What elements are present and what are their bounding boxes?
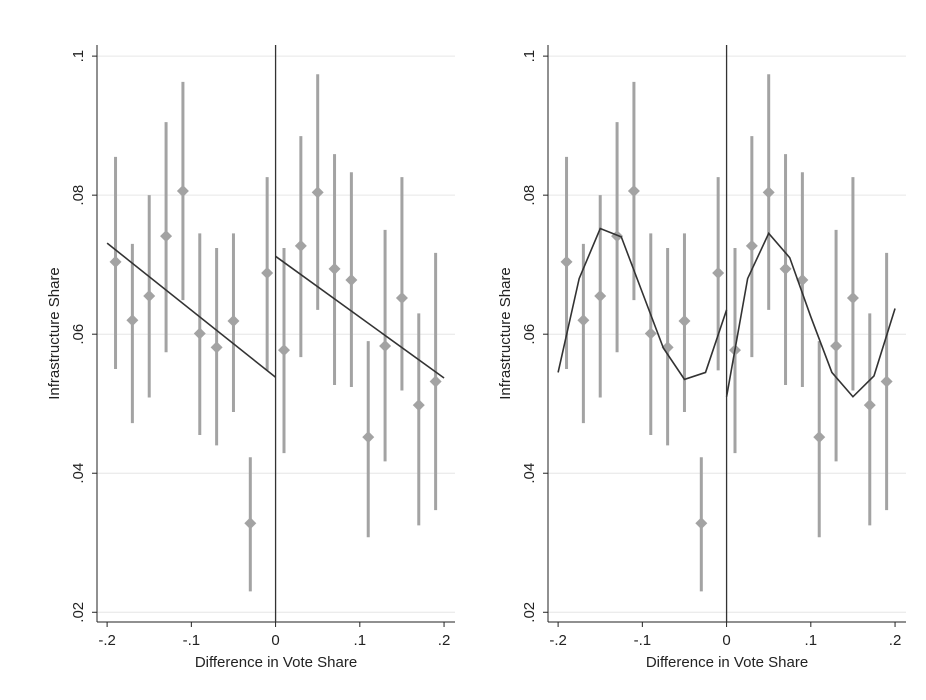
point xyxy=(362,431,375,444)
y-tick-label: .04 xyxy=(70,463,87,484)
point xyxy=(143,289,156,302)
point xyxy=(126,314,139,327)
x-tick-label: 0 xyxy=(722,632,730,649)
point xyxy=(880,375,893,388)
y-tick-label: .08 xyxy=(70,185,87,206)
y-tick-label: .02 xyxy=(521,602,538,623)
y-tick-label: .1 xyxy=(521,50,538,63)
x-tick-label: -.1 xyxy=(634,632,652,649)
x-tick-label: -.2 xyxy=(98,632,116,649)
x-tick-label: .2 xyxy=(438,632,451,649)
x-axis-label: Difference in Vote Share xyxy=(195,654,357,671)
point xyxy=(712,267,725,280)
point xyxy=(678,314,691,327)
point xyxy=(244,517,257,530)
point xyxy=(210,341,223,354)
y-axis-label: Infrastructure Share xyxy=(46,267,63,400)
point xyxy=(412,399,425,412)
y-tick-label: .08 xyxy=(521,185,538,206)
point xyxy=(261,267,274,280)
point xyxy=(594,289,607,302)
point xyxy=(227,314,240,327)
point xyxy=(846,292,859,305)
x-tick-label: -.2 xyxy=(549,632,567,649)
y-tick-label: .06 xyxy=(521,324,538,345)
point xyxy=(429,375,442,388)
point xyxy=(863,399,876,412)
x-tick-label: 0 xyxy=(271,632,279,649)
y-tick-label: .06 xyxy=(70,324,87,345)
point xyxy=(294,239,307,252)
point xyxy=(762,186,775,199)
fit-line xyxy=(275,255,445,379)
point xyxy=(813,431,826,444)
point xyxy=(577,314,590,327)
point xyxy=(193,327,206,340)
x-tick-label: .1 xyxy=(354,632,367,649)
fit-line xyxy=(725,231,896,398)
point xyxy=(560,255,573,268)
point xyxy=(745,239,758,252)
point xyxy=(395,292,408,305)
y-axis-label: Infrastructure Share xyxy=(497,267,514,400)
point xyxy=(695,517,708,530)
point xyxy=(345,273,358,286)
point xyxy=(779,262,792,275)
y-tick-label: .1 xyxy=(70,50,87,63)
fit-line xyxy=(106,242,277,378)
fit-line xyxy=(557,227,728,381)
point xyxy=(160,230,173,243)
point xyxy=(644,327,657,340)
y-tick-label: .04 xyxy=(521,463,538,484)
point xyxy=(176,184,189,197)
point xyxy=(627,184,640,197)
point xyxy=(278,344,291,357)
x-tick-label: .2 xyxy=(889,632,902,649)
point xyxy=(311,186,324,199)
x-tick-label: -.1 xyxy=(183,632,201,649)
x-axis-label: Difference in Vote Share xyxy=(646,654,808,671)
point xyxy=(328,262,341,275)
point xyxy=(830,340,843,353)
point xyxy=(109,255,122,268)
point xyxy=(379,340,392,353)
x-tick-label: .1 xyxy=(805,632,818,649)
y-tick-label: .02 xyxy=(70,602,87,623)
